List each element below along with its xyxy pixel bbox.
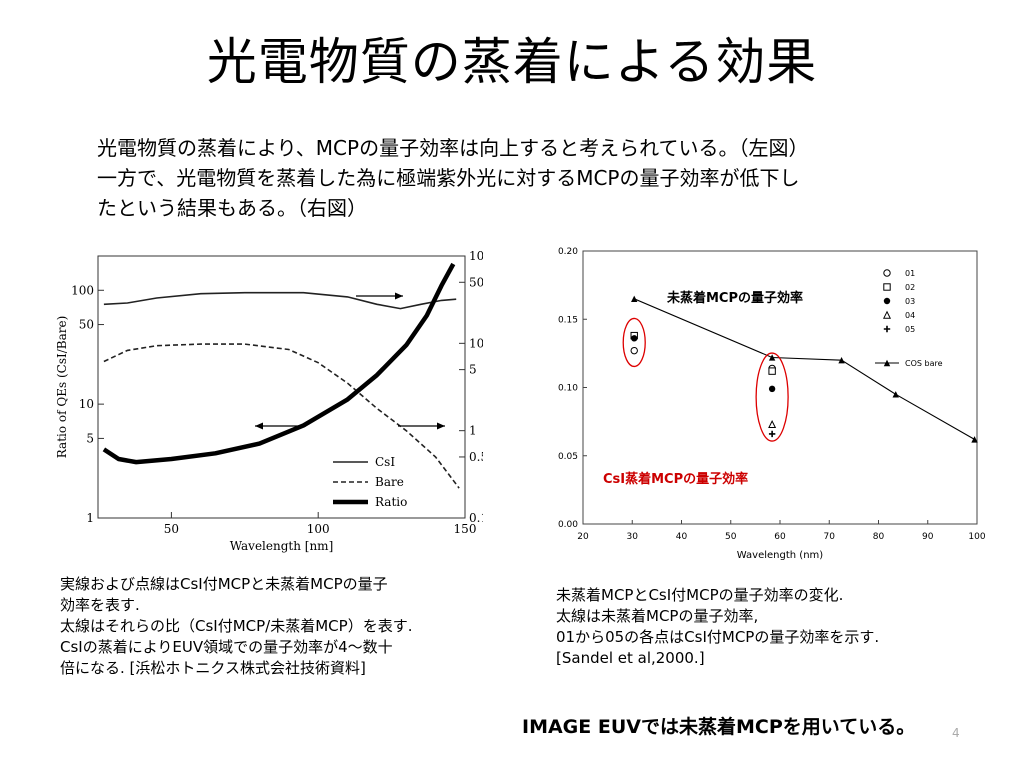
annotation-csi-qe: CsI蒸着MCPの量子効率 bbox=[603, 471, 748, 487]
y-right-tick-label: 10 bbox=[469, 336, 483, 350]
caption-line: 01から05の各点はCsI付MCPの量子効率を示す. bbox=[556, 628, 880, 646]
y-left-tick-label: 5 bbox=[86, 431, 94, 445]
bottom-note: IMAGE EUVでは未蒸着MCPを用いている。 bbox=[522, 716, 916, 738]
y-right-tick-label: 0.5 bbox=[469, 450, 483, 464]
x-tick-label: 20 bbox=[577, 532, 589, 542]
y-right-tick-label: 1 bbox=[469, 424, 477, 438]
x-tick-label: 50 bbox=[164, 522, 179, 536]
annotation-bare-qe: 未蒸着MCPの量子効率 bbox=[666, 290, 803, 306]
arrow-left-icon-head bbox=[255, 422, 263, 430]
legend-marker bbox=[883, 283, 891, 291]
series-point-04 bbox=[768, 420, 777, 429]
y-tick-label: 0.00 bbox=[558, 520, 578, 530]
y-left-tick-label: 50 bbox=[79, 318, 94, 332]
y-tick-label: 0.10 bbox=[558, 384, 578, 394]
x-tick-label: 40 bbox=[676, 532, 688, 542]
intro-line: 一方で、光電物質を蒸着した為に極端紫外光に対するMCPの量子効率が低下し bbox=[97, 166, 800, 190]
x-tick-label: 100 bbox=[968, 532, 985, 542]
series-point-cos-bare bbox=[838, 357, 845, 364]
intro-line: たという結果もある。（右図） bbox=[97, 196, 367, 220]
highlight-ellipse bbox=[622, 317, 646, 368]
x-tick-label: 80 bbox=[873, 532, 885, 542]
intro-line: 光電物質の蒸着により、MCPの量子効率は向上すると考えられている。（左図） bbox=[97, 136, 809, 160]
caption-line: 太線はそれらの比（CsI付MCP/未蒸着MCP）を表す. bbox=[60, 617, 413, 635]
legend-marker bbox=[882, 310, 892, 319]
series-line-bare bbox=[103, 343, 460, 489]
series-point-cos-bare bbox=[892, 391, 899, 398]
y-left-tick-label: 100 bbox=[71, 283, 94, 297]
series-point-01 bbox=[630, 346, 638, 355]
intro-text: 光電物質の蒸着により、MCPの量子効率は向上すると考えられている。（左図） 一方… bbox=[97, 133, 977, 223]
y-right-tick-label: 50 bbox=[469, 275, 483, 289]
series-line-ratio bbox=[102, 262, 456, 465]
highlight-ellipse bbox=[755, 352, 789, 442]
caption-line: 実線および点線はCsI付MCPと未蒸着MCPの量子 bbox=[60, 575, 388, 593]
series-point-03 bbox=[631, 335, 638, 342]
x-tick-label: 60 bbox=[774, 532, 786, 542]
series-line-csi bbox=[103, 291, 457, 310]
y-tick-label: 0.20 bbox=[558, 247, 578, 257]
caption-line: 効率を表す. bbox=[60, 596, 140, 614]
caption-line: CsIの蒸着によりEUV領域での量子効率が4～数十 bbox=[60, 638, 393, 656]
caption-right: 未蒸着MCPとCsI付MCPの量子効率の変化. 太線は未蒸着MCPの量子効率, … bbox=[556, 585, 996, 669]
legend-label: COS bare bbox=[905, 359, 943, 368]
legend-label: Bare bbox=[375, 475, 404, 489]
caption-line: 未蒸着MCPとCsI付MCPの量子効率の変化. bbox=[556, 586, 844, 604]
series-point-cos-bare bbox=[971, 436, 978, 443]
y-right-tick-label: 0.1 bbox=[469, 511, 483, 525]
legend-label: 01 bbox=[905, 269, 915, 278]
x-tick-label: 70 bbox=[824, 532, 836, 542]
legend-marker bbox=[883, 269, 891, 277]
series-line-cos-bare bbox=[633, 298, 975, 440]
legend-marker bbox=[883, 297, 891, 305]
y-left-tick-label: 10 bbox=[79, 397, 94, 411]
y-right-tick-label: 100 bbox=[469, 249, 483, 263]
series-point-05 bbox=[768, 430, 776, 438]
y-right-tick-label: 5 bbox=[469, 363, 477, 377]
x-axis-label: Wavelength [nm] bbox=[230, 539, 334, 553]
caption-line: [Sandel et al,2000.] bbox=[556, 649, 705, 667]
legend-label: CsI bbox=[375, 455, 395, 469]
caption-line: 太線は未蒸着MCPの量子効率, bbox=[556, 607, 759, 625]
y-left-axis-label: Ratio of QEs (CsI/Bare) bbox=[55, 316, 69, 459]
legend-label: 04 bbox=[905, 311, 915, 320]
plot-frame bbox=[97, 255, 466, 519]
y-left-tick-label: 1 bbox=[86, 511, 94, 525]
x-tick-label: 150 bbox=[454, 522, 477, 536]
legend-label: 05 bbox=[905, 325, 915, 334]
arrow-right-icon-head bbox=[395, 292, 403, 300]
legend-label: 03 bbox=[905, 297, 915, 306]
legend-label: 02 bbox=[905, 283, 915, 292]
cos-qe-chart: 20 30 40 50 60 70 80 90 100 0.00 0.05 0.10 0.15 0.20 W… bbox=[558, 247, 986, 561]
x-tick-label: 90 bbox=[922, 532, 934, 542]
y-tick-label: 0.15 bbox=[558, 315, 578, 325]
series-point-cos-bare bbox=[631, 295, 638, 302]
page-number: 4 bbox=[952, 726, 960, 740]
qe-ratio-chart: 50 100 150 1 5 10 50 100 0.1 0.5 1 5 10 50 100 Waveleng… bbox=[55, 249, 483, 553]
x-tick-label: 100 bbox=[307, 522, 330, 536]
arrow-right-icon-head bbox=[437, 422, 445, 430]
series-point-02 bbox=[768, 367, 776, 375]
caption-left: 実線および点線はCsI付MCPと未蒸着MCPの量子 効率を表す. 太線はそれらの… bbox=[60, 574, 500, 679]
y-tick-label: 0.05 bbox=[558, 452, 578, 462]
legend-label: Ratio bbox=[375, 495, 407, 509]
page-title: 光電物質の蒸着による効果 bbox=[206, 33, 818, 91]
caption-line: 倍になる. [浜松ホトニクス株式会社技術資料] bbox=[60, 659, 366, 677]
x-tick-label: 30 bbox=[627, 532, 639, 542]
legend-marker bbox=[883, 325, 891, 333]
series-point-03 bbox=[768, 385, 776, 393]
legend-marker bbox=[883, 359, 891, 367]
series-point-cos-bare bbox=[768, 354, 776, 361]
x-axis-label: Wavelength (nm) bbox=[737, 550, 823, 561]
x-tick-label: 50 bbox=[725, 532, 737, 542]
